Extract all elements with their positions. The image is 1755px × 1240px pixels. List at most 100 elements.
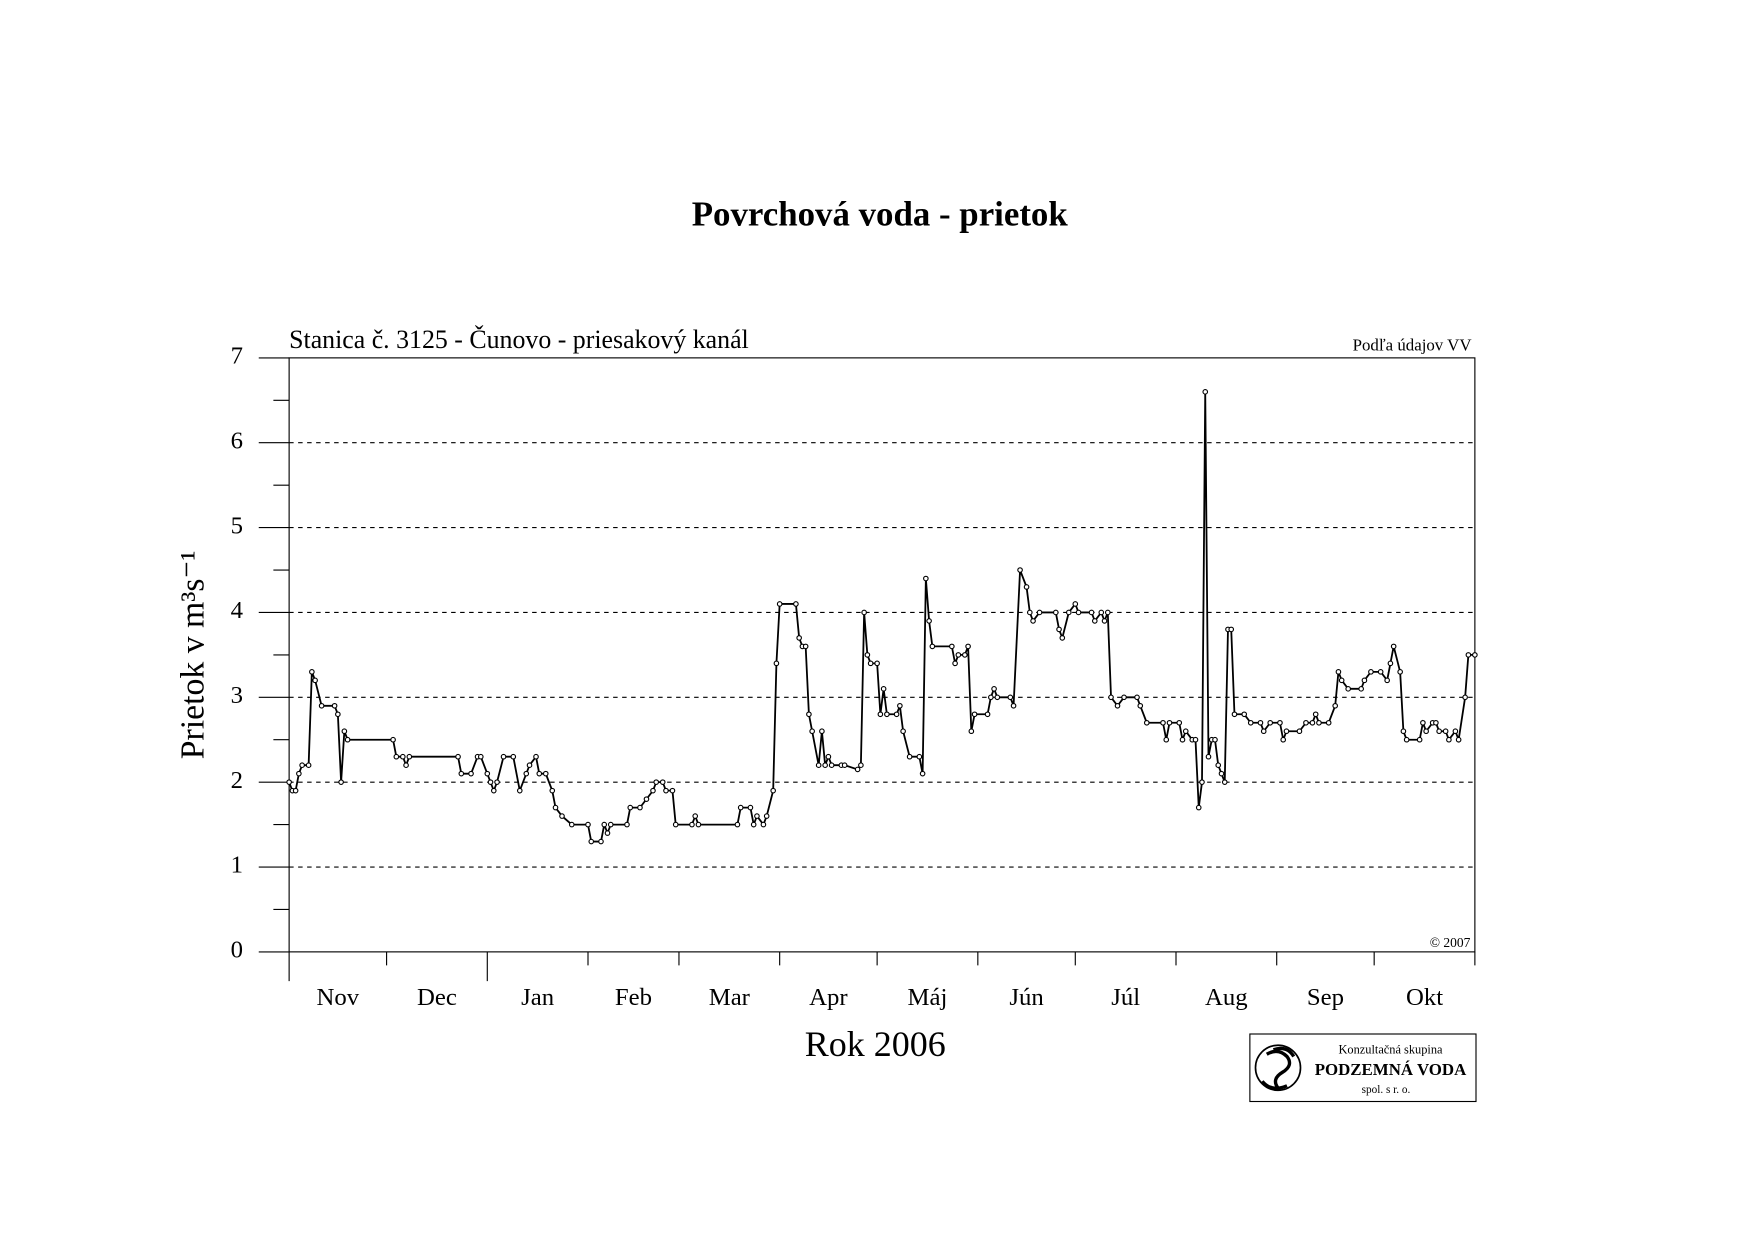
data-point [1059,635,1066,641]
data-point [552,804,559,811]
x-tick-label: Aug [1205,984,1248,1011]
data-point [991,686,997,692]
data-point [588,838,595,845]
data-point [1303,719,1309,726]
data-point [1231,711,1238,718]
data-point [484,770,491,777]
data-point [335,711,341,718]
data-point [1192,736,1199,743]
data-point [1433,719,1439,726]
data-point [737,804,744,811]
data-point [962,652,968,658]
data-point [1338,677,1345,684]
data-point [825,753,832,760]
data-point [585,821,591,828]
data-point [1442,728,1449,735]
x-tick-label: Okt [1406,984,1443,1011]
data-point [338,779,344,785]
data-point [516,787,523,794]
data-point [1446,736,1452,743]
data-point [672,821,679,828]
source-note: Podľa údajov VV [1353,336,1472,355]
data-point [1218,770,1225,777]
data-point [663,787,669,794]
data-point [390,736,396,743]
data-point [624,821,630,828]
data-point [331,702,338,709]
data-point [841,762,848,769]
data-point [568,821,575,828]
data-point [1283,728,1290,735]
data-point [393,753,400,760]
data-point [900,728,906,735]
x-axis-label: Rok 2006 [805,1024,946,1064]
data-point [793,601,799,607]
data-point [1036,609,1043,616]
data-point [526,762,533,769]
data-point [949,643,955,650]
x-tick-label: Sep [1307,984,1344,1011]
data-point [1143,719,1150,726]
data-point [1023,584,1030,590]
x-tick-label: Jan [521,984,554,1011]
data-point [468,770,474,777]
data-point [1163,736,1170,743]
data-point [403,762,409,769]
data-point [406,753,413,760]
x-tick-label: Máj [908,984,948,1011]
data-point [1065,609,1072,616]
data-point [1361,677,1368,684]
data-point [1332,702,1338,709]
data-point [1166,719,1173,726]
data-point [1416,736,1423,743]
data-point [500,753,507,760]
data-point [559,813,565,819]
data-point [968,728,975,735]
data-point [1260,728,1267,735]
data-point [1316,719,1322,726]
data-point [884,711,890,718]
x-tick-label: Apr [809,984,848,1011]
data-point [533,753,539,760]
data-point [1241,711,1248,718]
data-point [770,787,776,794]
data-point [1010,702,1017,709]
data-point [1277,719,1283,726]
data-point [1325,719,1332,726]
data-point [604,830,611,836]
x-tick-label: Feb [615,984,652,1011]
data-point [1017,567,1023,573]
data-point [1221,779,1228,785]
logo-emblem [1254,1044,1302,1092]
data-point [1114,702,1121,709]
x-tick-label: Jún [1009,984,1043,1011]
data-point [510,753,517,760]
data-point [669,787,676,794]
data-point [1179,736,1186,743]
x-tick-label: Mar [709,984,751,1011]
data-point [1257,719,1264,726]
data-point [1108,694,1114,701]
data-point [1176,719,1183,726]
data-point [926,618,932,624]
data-point [695,821,702,828]
data-point [971,711,978,718]
data-point [864,652,871,658]
data-point [1160,719,1166,726]
data-point [906,753,913,760]
data-point [760,821,767,828]
x-tick-label: Júl [1111,984,1140,1011]
data-point [955,652,962,658]
data-point [1091,618,1098,624]
y-tick-label: 4 [231,597,243,624]
data-point [318,702,325,709]
data-point [653,779,660,785]
data-point [754,813,760,819]
data-point [1358,686,1364,692]
data-point [773,660,780,667]
data-point [477,753,484,760]
data-point [689,821,695,828]
data-point [1377,669,1384,675]
